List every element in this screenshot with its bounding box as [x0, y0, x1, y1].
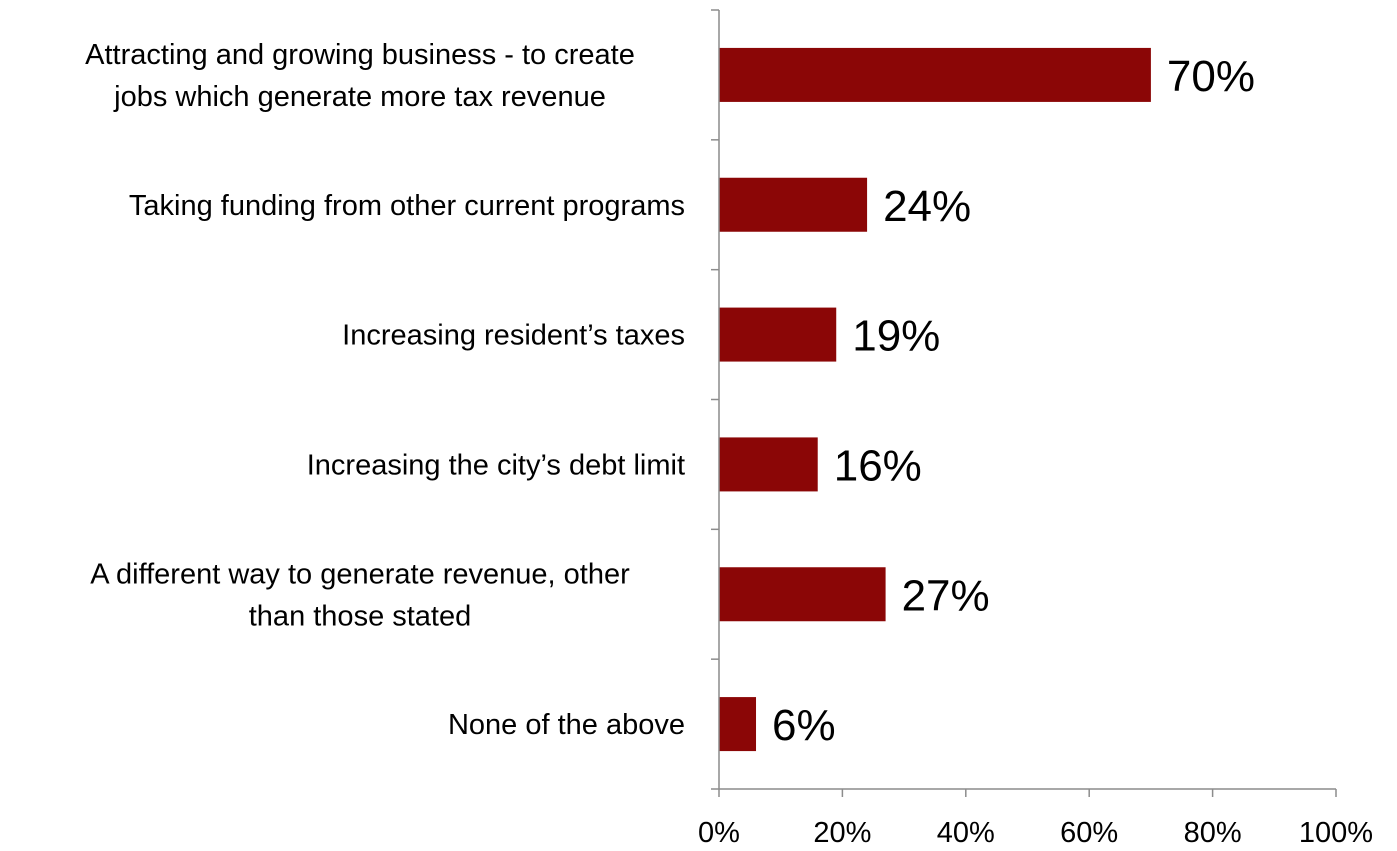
- category-label-5-line-1: A different way to generate revenue, oth…: [90, 558, 630, 590]
- x-tick-label-0: 0%: [698, 817, 740, 849]
- x-tick-label-40: 40%: [937, 817, 995, 849]
- category-label-1-line-2: jobs which generate more tax revenue: [113, 81, 606, 113]
- bar-2: [719, 177, 868, 232]
- data-label-6: 6%: [772, 701, 836, 750]
- category-label-5-line-2: than those stated: [249, 600, 472, 632]
- data-labels-group: 70% 24% 19% 16% 27% 6%: [772, 52, 1255, 750]
- bar-6: [719, 697, 757, 752]
- x-tick-label-80: 80%: [1184, 817, 1242, 849]
- data-label-4: 16%: [834, 441, 922, 490]
- bar-5: [719, 567, 886, 622]
- x-tick-label-20: 20%: [813, 817, 871, 849]
- x-tick-label-60: 60%: [1060, 817, 1118, 849]
- category-label-3: Increasing resident’s taxes: [342, 320, 685, 352]
- category-label-6: None of the above: [448, 709, 685, 741]
- data-label-5: 27%: [902, 571, 990, 620]
- data-label-2: 24%: [883, 182, 971, 231]
- data-label-3: 19%: [852, 312, 940, 361]
- bars-group: [719, 47, 1151, 752]
- category-label-2: Taking funding from other current progra…: [129, 190, 685, 222]
- axes-group: [711, 9, 1337, 797]
- category-label-1-line-1: Attracting and growing business - to cre…: [85, 39, 635, 71]
- category-labels-group: Attracting and growing business - to cre…: [85, 39, 685, 741]
- category-label-4: Increasing the city’s debt limit: [307, 449, 685, 481]
- bar-1: [719, 47, 1151, 102]
- data-label-1: 70%: [1167, 52, 1255, 101]
- x-tick-label-100: 100%: [1299, 817, 1373, 849]
- x-tick-labels-group: 0% 20% 40% 60% 80% 100%: [698, 817, 1373, 849]
- bar-4: [719, 437, 818, 492]
- bar-3: [719, 307, 837, 362]
